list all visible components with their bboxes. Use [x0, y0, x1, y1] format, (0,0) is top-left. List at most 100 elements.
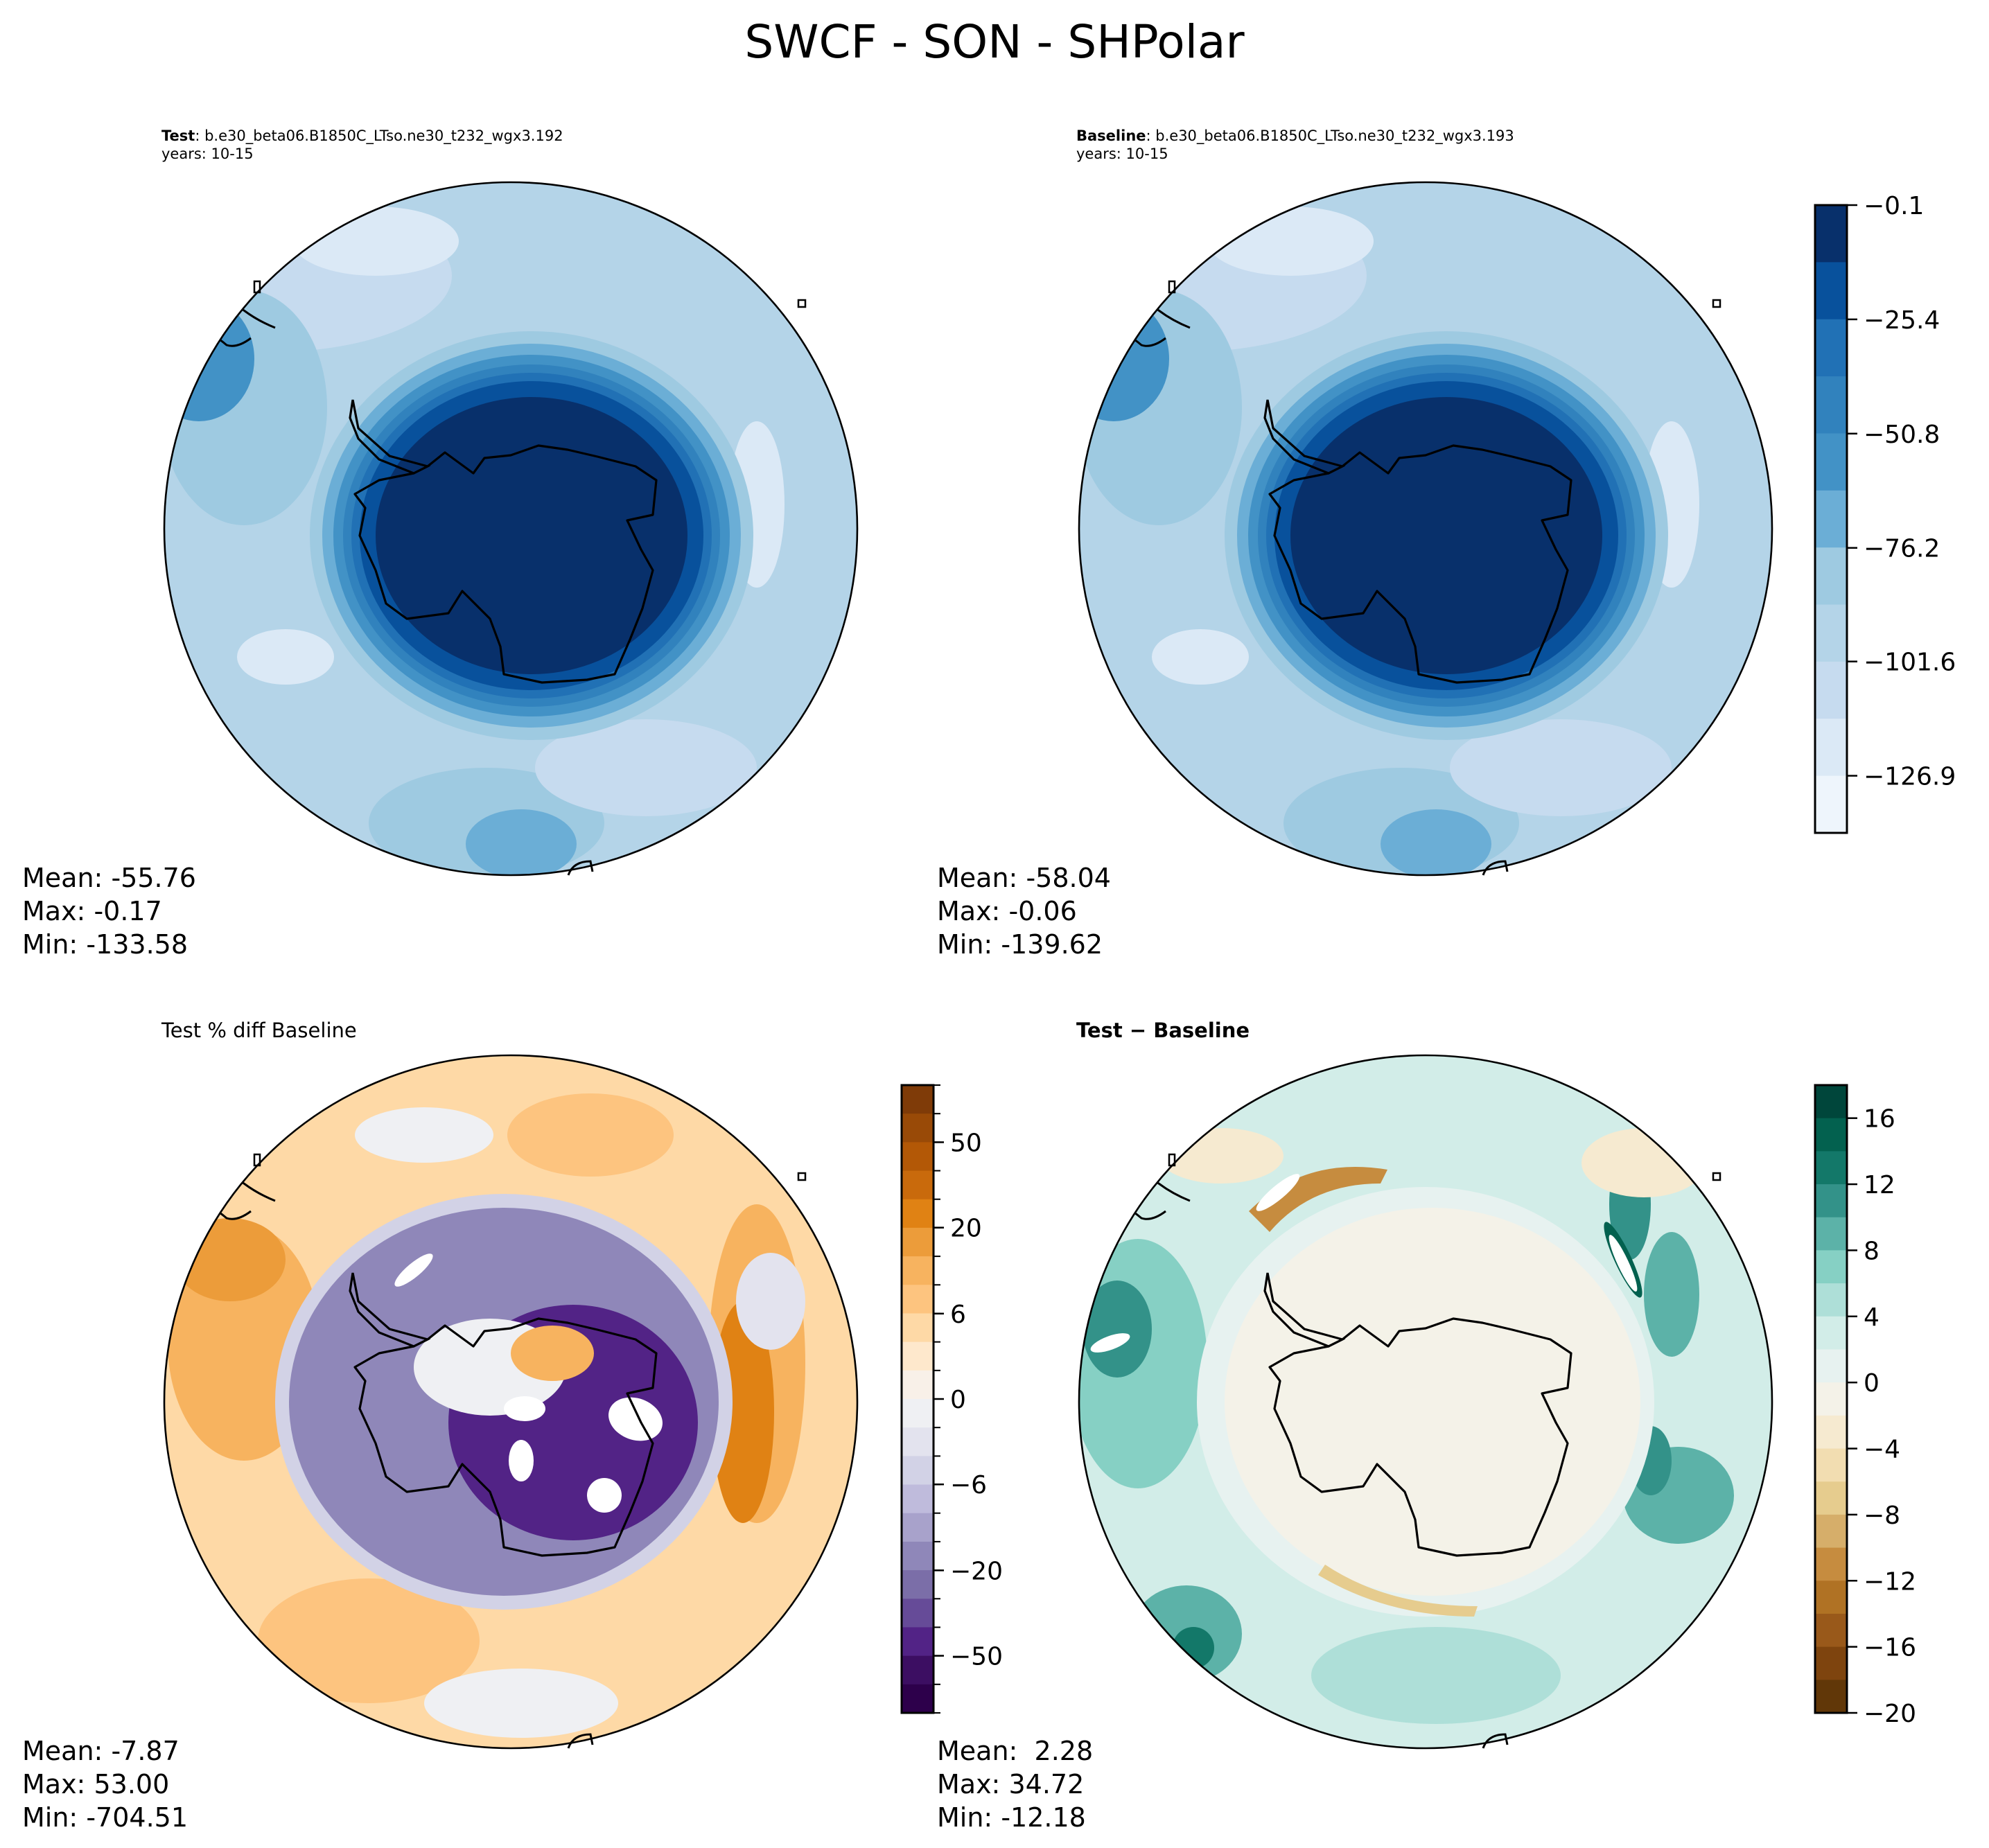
test-max: -0.17 — [94, 896, 162, 926]
colorbar-swatch — [1815, 1613, 1847, 1648]
colorbar-frame — [1814, 204, 1848, 834]
colorbar-swatch — [1815, 262, 1847, 320]
colorbar-swatch — [1815, 490, 1847, 548]
pct-diff-max: 53.00 — [94, 1769, 170, 1799]
colorbar-swatch — [902, 1655, 934, 1685]
abs-diff-mean: 2.28 — [1026, 1736, 1094, 1766]
contour-band — [376, 397, 687, 674]
abs-diff-min: -12.18 — [1001, 1802, 1086, 1833]
field-patch — [424, 1669, 618, 1738]
field-patch — [258, 1578, 480, 1703]
colorbar-tick-label: 6 — [950, 1301, 966, 1329]
colorbar-swatch — [902, 1427, 934, 1457]
colorbar-swatch — [902, 1627, 934, 1657]
colorbar-swatch — [1815, 1646, 1847, 1680]
field-patch — [535, 719, 757, 816]
baseline-max: -0.06 — [1008, 896, 1077, 926]
out-of-range-patch — [1256, 1174, 1300, 1211]
colorbar-tick-label: 4 — [1864, 1303, 1880, 1332]
pct-diff-polar-map — [163, 1054, 859, 1750]
field-patch — [1581, 1128, 1706, 1197]
test-years: years: 10-15 — [161, 146, 254, 162]
colorbar-swatch — [902, 1684, 934, 1714]
abs-diff-title: Test − Baseline — [1076, 1019, 1250, 1042]
colorbar-frame — [1814, 1084, 1848, 1714]
colorbar-swatch — [902, 1541, 934, 1571]
colorbar-tick-label: −126.9 — [1864, 763, 1956, 791]
abs-diff-stats: Mean: 2.28 Max: 34.72 Min: -12.18 — [937, 1736, 1094, 1833]
colorbar-swatch — [1815, 547, 1847, 606]
colorbar-swatch — [902, 1341, 934, 1371]
new-zealand-coastline — [567, 860, 594, 876]
baseline-polar-map — [1078, 181, 1773, 877]
field-patch — [237, 629, 334, 685]
colorbar-swatch — [1815, 1316, 1847, 1350]
test-stats: Mean: -55.76 Max: -0.17 Min: -133.58 — [22, 863, 196, 960]
colorbar-swatch — [1815, 1514, 1847, 1549]
colorbar-swatch — [902, 1085, 934, 1114]
colorbar-swatch — [1815, 719, 1847, 777]
contour-band — [1225, 1208, 1640, 1596]
new-zealand-coastline — [567, 1733, 594, 1749]
colorbar-swatch — [1815, 1283, 1847, 1317]
out-of-range-patch — [1090, 1333, 1130, 1353]
colorbar-swatch — [1815, 1680, 1847, 1714]
abs-diff-polar-map — [1078, 1054, 1773, 1750]
colorbar-tick-label: 8 — [1864, 1237, 1880, 1265]
test-polar-map — [163, 181, 859, 877]
field-patch — [1311, 1627, 1561, 1724]
pct-diff-colorbar: 50 20 6 0 −6 −20 −50 — [900, 1084, 1003, 1714]
colorbar-tick-label: −50.8 — [1864, 421, 1940, 449]
colorbar-swatch — [1815, 1217, 1847, 1251]
colorbar-tick-label: −4 — [1864, 1436, 1900, 1464]
colorbar-swatch — [1815, 205, 1847, 263]
field-patch — [1083, 1281, 1152, 1378]
field-patch — [1381, 809, 1491, 875]
baseline-panel-title: Baseline: b.e30_beta06.B1850C_LTso.ne30_… — [1076, 127, 1514, 163]
out-of-range-patch — [1609, 1235, 1638, 1292]
colorbar-swatch — [1815, 775, 1847, 834]
island-outline — [1712, 299, 1721, 308]
colorbar-swatch — [1815, 1118, 1847, 1152]
field-patch — [736, 1253, 805, 1350]
baseline-case-name: : b.e30_beta06.B1850C_LTso.ne30_t232_wgx… — [1146, 127, 1514, 144]
field-patch — [1173, 1627, 1214, 1669]
field-patch — [466, 809, 577, 875]
field-patch — [712, 1301, 774, 1523]
contour-band — [1290, 397, 1602, 674]
colorbar-swatch — [1815, 1382, 1847, 1416]
pct-diff-title: Test % diff Baseline — [161, 1019, 357, 1042]
colorbar-swatch — [1815, 604, 1847, 662]
out-of-range-patch — [608, 1397, 663, 1441]
colorbar-swatch — [1815, 1151, 1847, 1185]
colorbar-swatch — [1815, 1547, 1847, 1581]
colorbar-tick-label: −6 — [950, 1471, 987, 1499]
colorbar-swatch — [902, 1513, 934, 1542]
colorbar-swatch — [1815, 319, 1847, 377]
island-outline — [797, 1172, 807, 1181]
field-patch — [1159, 1128, 1283, 1183]
map-boundary — [163, 1054, 859, 1750]
field-patch — [1644, 1232, 1699, 1357]
field-patch — [1450, 719, 1672, 816]
colorbar-tick-label: 12 — [1864, 1171, 1895, 1199]
abs-diff-colorbar: 16 12 8 4 0 −4 −8 −12 −16 −20 — [1814, 1084, 1916, 1728]
colorbar-tick-label: −8 — [1864, 1502, 1900, 1530]
peninsula-coastline — [1263, 1272, 1346, 1348]
colorbar-tick-label: −76.2 — [1864, 535, 1940, 563]
test-label: Test — [161, 127, 195, 144]
field-patch — [507, 1093, 674, 1177]
colorbar-tick-label: −50 — [950, 1643, 1003, 1671]
peninsula-coastline — [1263, 399, 1346, 475]
baseline-stats: Mean: -58.04 Max: -0.06 Min: -139.62 — [937, 863, 1111, 960]
test-case-name: : b.e30_beta06.B1850C_LTso.ne30_t232_wgx… — [195, 127, 563, 144]
colorbar-swatch — [902, 1456, 934, 1486]
colorbar-swatch — [902, 1142, 934, 1172]
peninsula-coastline — [349, 399, 431, 475]
colorbar-tick-label: 20 — [950, 1215, 982, 1243]
colorbar-tick-label: −0.1 — [1864, 192, 1924, 220]
negative-arc — [1318, 1565, 1478, 1617]
colorbar-tick-label: 50 — [950, 1129, 982, 1157]
colorbar-swatch — [1815, 1448, 1847, 1482]
abs-diff-max: 34.72 — [1008, 1769, 1085, 1799]
